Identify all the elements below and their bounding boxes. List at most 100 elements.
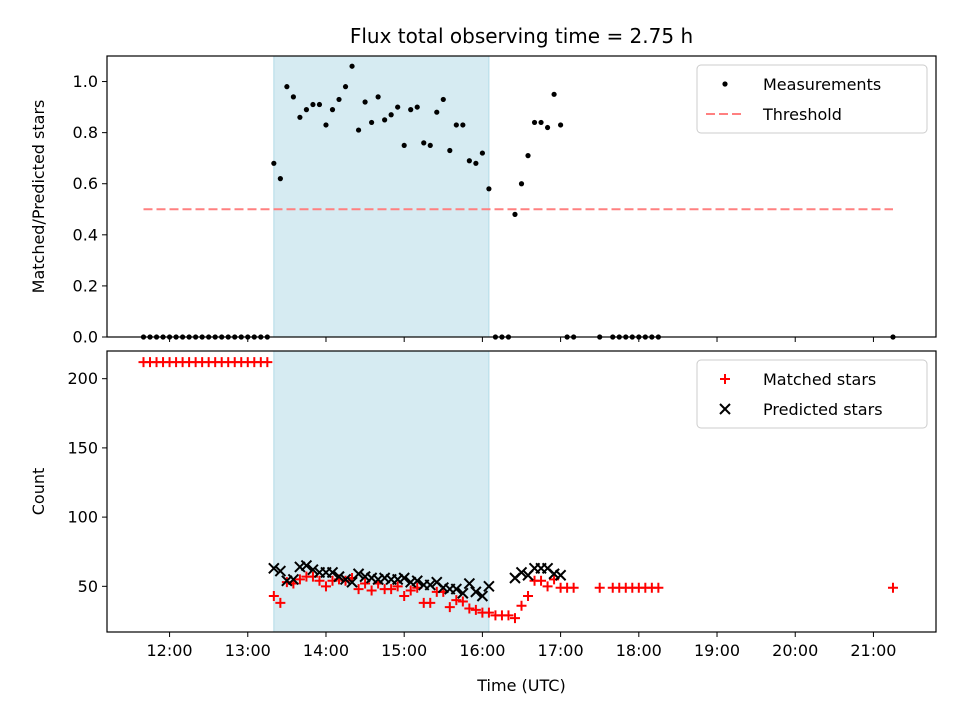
matched-star-point [314,575,325,586]
predicted-star-point [470,586,482,598]
measurement-point [336,96,342,103]
measurement-point [421,140,427,146]
x-tick-label: 13:00 [225,641,271,660]
legend-marker-matched [720,374,730,384]
matched-star-point [457,596,468,607]
matched-star-point [516,600,527,611]
measurement-point [408,107,414,113]
measurement-point [310,101,316,108]
matched-star-point [542,581,553,592]
predicted-star-point [326,566,339,579]
measurement-point [434,109,440,115]
matched-star-point [320,581,331,592]
predicted-star-point [424,579,436,591]
measurement-point [414,104,420,110]
matched-star-point [464,603,475,614]
legend-label: Measurements [763,75,881,94]
measurement-point [453,122,459,128]
measurement-point [486,186,492,192]
plot-frame [106,55,937,338]
predicted-star-point [398,572,410,584]
matched-star-point [405,585,416,596]
predicted-star-point [554,569,567,581]
legend-box [696,64,928,134]
y-tick-label: 0.4 [73,225,98,244]
measurement-point [349,63,355,69]
matched-star-point [483,607,494,618]
matched-star-point [503,610,514,621]
matched-star-point [425,597,436,608]
x-tick-label: 18:00 [616,641,662,660]
measurement-point [369,119,375,126]
matched-star-point [594,582,605,593]
y-tick-label: 100 [67,508,98,527]
y-tick-label: 0.6 [73,174,98,193]
measurement-point [323,122,329,128]
matched-star-point [451,595,462,606]
predicted-star-point [307,564,319,576]
measurement-point [362,99,368,105]
matched-star-point [262,357,273,368]
measurement-point [512,211,518,217]
legend-marker-predicted [719,403,731,415]
measurement-point [375,94,381,100]
matched-star-point [399,591,410,602]
measurement-point [538,119,544,126]
x-tick-label: 16:00 [459,641,505,660]
y-tick-label: 0.8 [73,123,98,142]
matched-star-point [568,582,579,593]
measurement-point [558,122,564,128]
measurement-point [284,84,290,90]
predicted-star-point [450,583,463,595]
y-tick-label: 50 [78,577,98,596]
measurement-point [329,107,336,113]
star-count-panel: 50 100 150 200 12:00 13:00 14:00 15:00 16:00 17:0… [29,350,937,660]
y-axis-label: Matched/Predicted stars [29,100,48,294]
x-tick-label: 21:00 [850,641,896,660]
measurement-point [447,147,453,154]
measurement-point [427,142,433,149]
matched-star-point [509,613,520,624]
measurement-point [297,114,303,120]
measurement-point [544,124,551,131]
predicted-star-point [515,566,528,579]
predicted-star-point [300,559,313,572]
predicted-star-point [287,573,300,586]
y-axis-label: Count [29,468,48,516]
measurement-point [342,84,349,90]
y-tick-label: 1.0 [73,72,98,91]
measurement-point [395,104,401,110]
measurement-point [479,150,485,156]
measurement-point [525,153,531,159]
measurement-point [388,112,394,118]
measurement-point [460,122,466,128]
matched-star-point [470,604,481,615]
y-tick-label: 0.2 [73,276,98,295]
matched-star-point [366,585,377,596]
measurement-point [531,119,538,126]
measurement-point [382,117,388,123]
measurement-point [473,160,479,166]
predicted-star-point [463,577,476,590]
predicted-star-point [268,562,280,575]
matched-star-point [444,602,455,613]
predicted-star-point [411,575,423,587]
flux-ratio-panel: 0.0 0.2 0.4 0.6 0.8 1.0 Matched/Predicted star… [29,55,937,347]
measurement-point [551,91,557,97]
legend-marker-measurements [722,81,728,87]
measurement-point [355,127,362,133]
measurement-point [290,94,296,100]
predicted-star-point [346,576,358,588]
y-tick-label: 0.0 [73,328,98,347]
legend-label: Threshold [762,105,842,124]
predicted-star-point [483,580,495,593]
x-tick-label: 15:00 [381,641,427,660]
legend-box [696,359,928,429]
measurement-point [401,142,407,149]
matched-star-point [294,574,305,585]
matched-star-point [536,575,547,586]
chart-title: Flux total observing time = 2.75 h [350,24,693,48]
matched-star-point [653,582,664,593]
legend-label: Predicted stars [763,400,883,419]
